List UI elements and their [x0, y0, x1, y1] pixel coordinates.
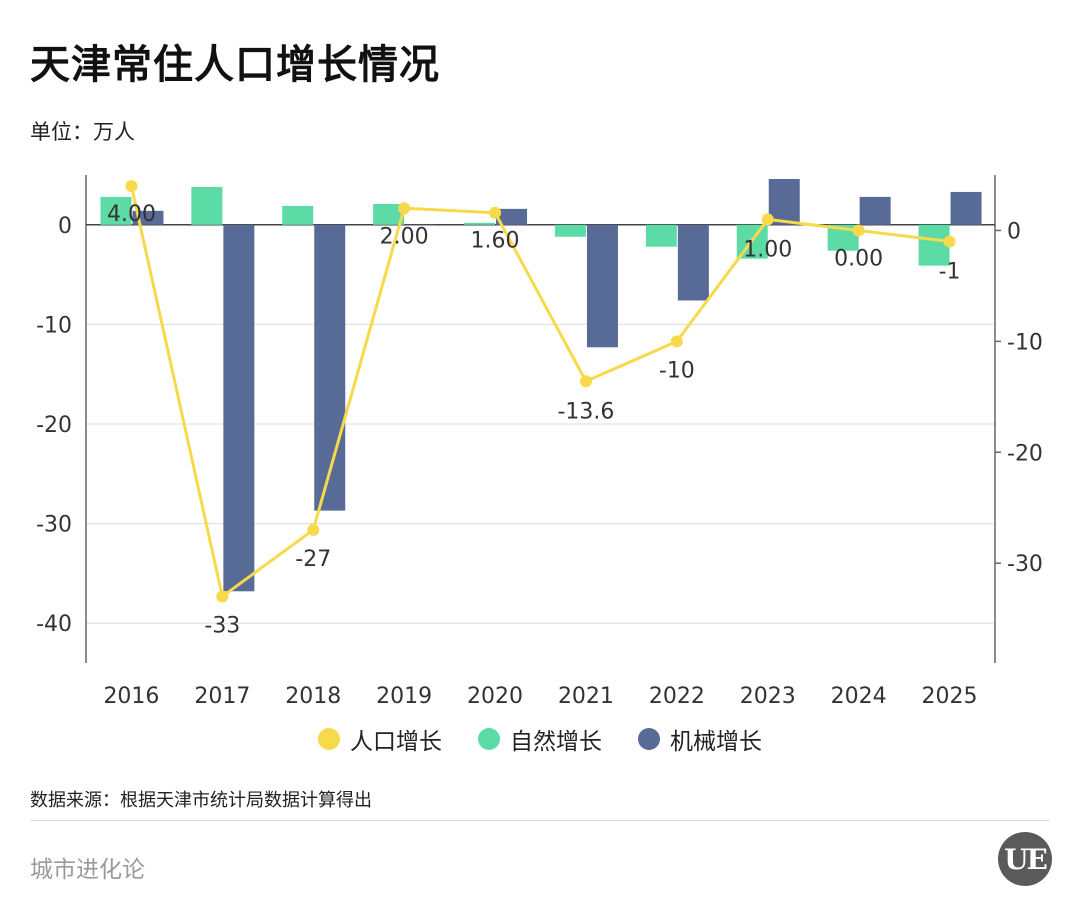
right-tick-label: -10 [1007, 330, 1043, 355]
migration-growth-bar [768, 178, 800, 225]
natural-growth-bar [100, 196, 132, 225]
natural-growth-bar [282, 205, 314, 225]
population-data-label: 2.00 [380, 224, 429, 249]
population-growth-point [489, 206, 502, 219]
right-tick-label: -20 [1007, 441, 1043, 466]
natural-growth-bar [554, 224, 586, 237]
natural-growth-bar [918, 224, 950, 266]
population-data-label: -1 [939, 260, 961, 285]
x-tick-label: 2023 [740, 684, 796, 709]
migration-growth-bar [496, 208, 528, 225]
legend-item-natural[interactable]: 自然增长 [478, 722, 602, 756]
legend-item-population[interactable]: 人口增长 [318, 722, 442, 756]
right-tick-label: 0 [1007, 219, 1021, 244]
population-data-label: -10 [659, 358, 695, 383]
population-data-label: -13.6 [557, 399, 614, 424]
left-tick-label: -30 [36, 513, 72, 538]
legend-label-migration: 机械增长 [670, 729, 762, 755]
migration-growth-bar [950, 191, 982, 225]
population-data-label: 1.60 [471, 229, 520, 254]
x-tick-label: 2024 [831, 684, 887, 709]
legend: 人口增长 自然增长 机械增长 [0, 722, 1080, 756]
population-data-label: -27 [295, 547, 331, 572]
migration-growth-bar [405, 224, 437, 226]
legend-item-migration[interactable]: 机械增长 [638, 722, 762, 756]
population-growth-point [307, 523, 320, 536]
natural-growth-bar [464, 222, 496, 225]
population-growth-point [761, 213, 774, 226]
migration-growth-bar [859, 196, 891, 225]
right-tick-label: -30 [1007, 552, 1043, 577]
footer-brand: 城市进化论 [30, 857, 145, 883]
unit-label: 单位：万人 [30, 120, 135, 144]
migration-growth-bar [314, 224, 346, 511]
natural-growth-bar [645, 224, 677, 247]
population-data-label: 0.00 [834, 246, 883, 271]
brand-logo-text: UE [1004, 842, 1048, 876]
population-growth-point [398, 202, 411, 215]
migration-growth-bar [677, 224, 709, 301]
chart-title: 天津常住人口增长情况 [30, 42, 440, 88]
migration-growth-bar [223, 224, 255, 592]
population-growth-point [579, 375, 592, 388]
legend-label-population: 人口增长 [350, 729, 442, 755]
x-tick-label: 2018 [285, 684, 341, 709]
brand-logo: UE [998, 832, 1052, 886]
data-source: 数据来源：根据天津市统计局数据计算得出 [30, 790, 372, 811]
legend-label-natural: 自然增长 [510, 729, 602, 755]
x-tick-label: 2017 [194, 684, 250, 709]
migration-growth-bar [586, 224, 618, 348]
legend-swatch-migration [638, 728, 660, 750]
left-tick-label: -40 [36, 612, 72, 637]
natural-growth-bar [373, 203, 405, 225]
legend-swatch-population [318, 728, 340, 750]
population-growth-point [216, 590, 229, 603]
chart-canvas: 0 -10 -20 -30 -40 0 -10 -20 -30 2016 2017 2018 2019 2… [36, 175, 1043, 709]
x-tick-label: 2020 [467, 684, 523, 709]
natural-growth-bar [191, 186, 223, 225]
x-tick-label: 2016 [103, 684, 159, 709]
left-tick-label: -10 [36, 313, 72, 338]
population-data-label: 4.00 [107, 202, 156, 227]
population-data-label: -33 [204, 613, 240, 638]
population-growth-point [943, 235, 956, 248]
x-tick-label: 2022 [649, 684, 705, 709]
population-growth-point [125, 180, 138, 193]
population-growth-point [670, 335, 683, 348]
left-tick-label: -20 [36, 413, 72, 438]
legend-swatch-natural [478, 728, 500, 750]
population-growth-point [852, 224, 865, 237]
x-tick-label: 2019 [376, 684, 432, 709]
left-tick-label: 0 [58, 214, 72, 239]
x-tick-label: 2025 [922, 684, 978, 709]
x-tick-label: 2021 [558, 684, 614, 709]
population-data-label: 1.00 [743, 237, 792, 262]
population-growth-line [129, 185, 950, 598]
footer-divider [30, 820, 1050, 821]
